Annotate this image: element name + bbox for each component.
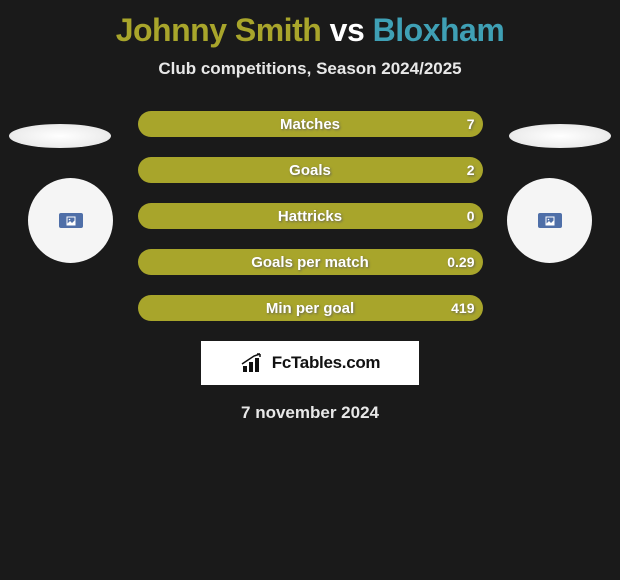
stat-right-value: 0 — [467, 208, 475, 224]
vs-label: vs — [330, 12, 365, 48]
club-badge-right — [507, 178, 592, 263]
stat-bars: Matches 7 Goals 2 Hattricks 0 Goals per … — [138, 111, 483, 321]
brand-badge: FcTables.com — [201, 341, 419, 385]
image-placeholder-icon — [545, 216, 555, 226]
avatar-plate-left — [9, 124, 111, 148]
page-title: Johnny Smith vs Bloxham — [0, 0, 620, 49]
club-badge-right-inner — [538, 213, 562, 228]
date-label: 7 november 2024 — [0, 403, 620, 423]
stat-label: Goals — [289, 162, 331, 179]
stat-label: Matches — [280, 116, 340, 133]
subtitle: Club competitions, Season 2024/2025 — [0, 59, 620, 79]
stat-label: Min per goal — [266, 300, 354, 317]
stat-bar: Hattricks 0 — [138, 203, 483, 229]
avatar-plate-right — [509, 124, 611, 148]
stat-bar: Goals per match 0.29 — [138, 249, 483, 275]
stat-label: Hattricks — [278, 208, 342, 225]
stat-bar: Matches 7 — [138, 111, 483, 137]
stat-right-value: 0.29 — [447, 254, 474, 270]
stat-right-value: 419 — [451, 300, 474, 316]
stat-bar: Goals 2 — [138, 157, 483, 183]
stat-right-value: 2 — [467, 162, 475, 178]
club-badge-left-inner — [59, 213, 83, 228]
player1-name: Johnny Smith — [116, 12, 322, 48]
player2-name: Bloxham — [373, 12, 505, 48]
image-placeholder-icon — [66, 216, 76, 226]
bar-chart-icon — [240, 352, 266, 374]
brand-text: FcTables.com — [272, 353, 381, 373]
stat-bar: Min per goal 419 — [138, 295, 483, 321]
club-badge-left — [28, 178, 113, 263]
stat-label: Goals per match — [251, 254, 369, 271]
stat-right-value: 7 — [467, 116, 475, 132]
